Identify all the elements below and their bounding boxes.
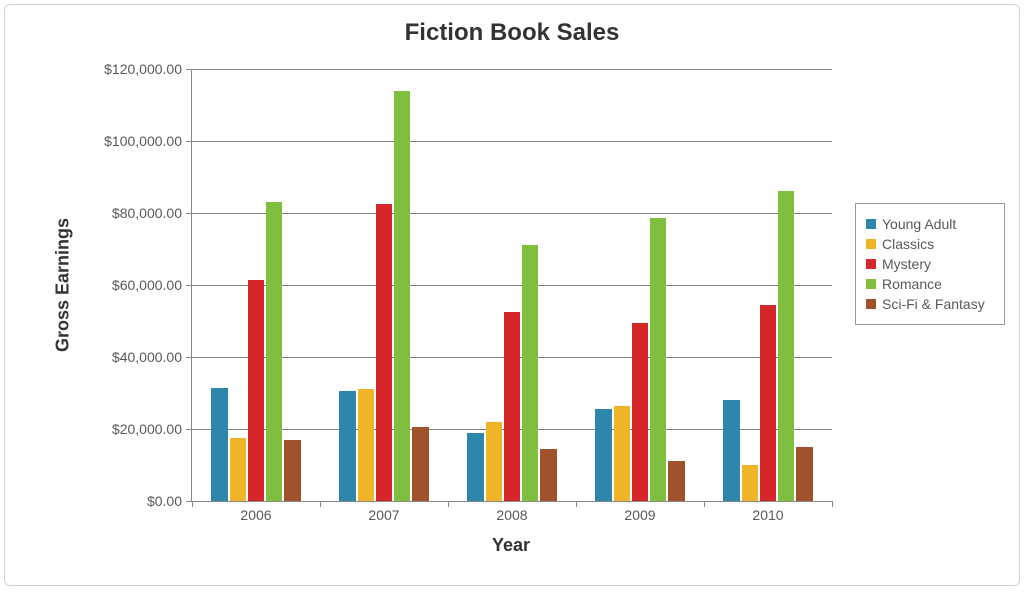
y-tick-label: $80,000.00 (112, 205, 192, 221)
gridline (192, 69, 832, 70)
y-tick-label: $100,000.00 (104, 133, 192, 149)
legend-label: Romance (882, 276, 942, 292)
bar (668, 461, 684, 501)
x-tick-mark (320, 501, 321, 507)
bar (358, 389, 374, 501)
bar (339, 391, 355, 501)
bar (742, 465, 758, 501)
bar (248, 280, 264, 501)
bar (650, 218, 666, 501)
y-tick-label: $0.00 (147, 493, 192, 509)
bar (211, 388, 227, 501)
x-tick-label: 2006 (240, 507, 271, 523)
plot-area: $0.00$20,000.00$40,000.00$60,000.00$80,0… (191, 69, 832, 502)
legend-label: Sci-Fi & Fantasy (882, 296, 985, 312)
legend-label: Young Adult (882, 216, 956, 232)
y-tick-label: $60,000.00 (112, 277, 192, 293)
legend-item: Classics (866, 236, 994, 252)
x-tick-label: 2008 (496, 507, 527, 523)
y-tick-label: $120,000.00 (104, 61, 192, 77)
legend-swatch (866, 239, 876, 249)
gridline (192, 213, 832, 214)
legend-swatch (866, 279, 876, 289)
x-tick-label: 2009 (624, 507, 655, 523)
bar (504, 312, 520, 501)
y-axis-title: Gross Earnings (53, 218, 74, 352)
chart-title: Fiction Book Sales (5, 19, 1019, 47)
legend-item: Mystery (866, 256, 994, 272)
gridline (192, 141, 832, 142)
bar (614, 406, 630, 501)
chart-frame: Fiction Book Sales $0.00$20,000.00$40,00… (4, 4, 1020, 586)
bar (376, 204, 392, 501)
y-tick-label: $20,000.00 (112, 421, 192, 437)
bar (467, 433, 483, 501)
bar (723, 400, 739, 501)
x-tick-mark (832, 501, 833, 507)
bar (412, 427, 428, 501)
bar (266, 202, 282, 501)
y-tick-label: $40,000.00 (112, 349, 192, 365)
x-tick-label: 2007 (368, 507, 399, 523)
x-tick-mark (192, 501, 193, 507)
legend-swatch (866, 259, 876, 269)
legend-label: Mystery (882, 256, 931, 272)
gridline (192, 285, 832, 286)
legend: Young Adult Classics Mystery Romance Sci-Fi … (855, 203, 1005, 325)
bar (522, 245, 538, 501)
bar (284, 440, 300, 501)
x-tick-label: 2010 (752, 507, 783, 523)
bar (760, 305, 776, 501)
legend-swatch (866, 299, 876, 309)
legend-item: Sci-Fi & Fantasy (866, 296, 994, 312)
x-tick-mark (576, 501, 577, 507)
bar (540, 449, 556, 501)
legend-swatch (866, 219, 876, 229)
bar (595, 409, 611, 501)
x-tick-mark (448, 501, 449, 507)
legend-item: Romance (866, 276, 994, 292)
x-axis-title: Year (191, 535, 831, 556)
legend-label: Classics (882, 236, 934, 252)
bar (778, 191, 794, 501)
x-tick-mark (704, 501, 705, 507)
bar (796, 447, 812, 501)
bar (632, 323, 648, 501)
bar (486, 422, 502, 501)
legend-item: Young Adult (866, 216, 994, 232)
bar (230, 438, 246, 501)
bar (394, 91, 410, 501)
